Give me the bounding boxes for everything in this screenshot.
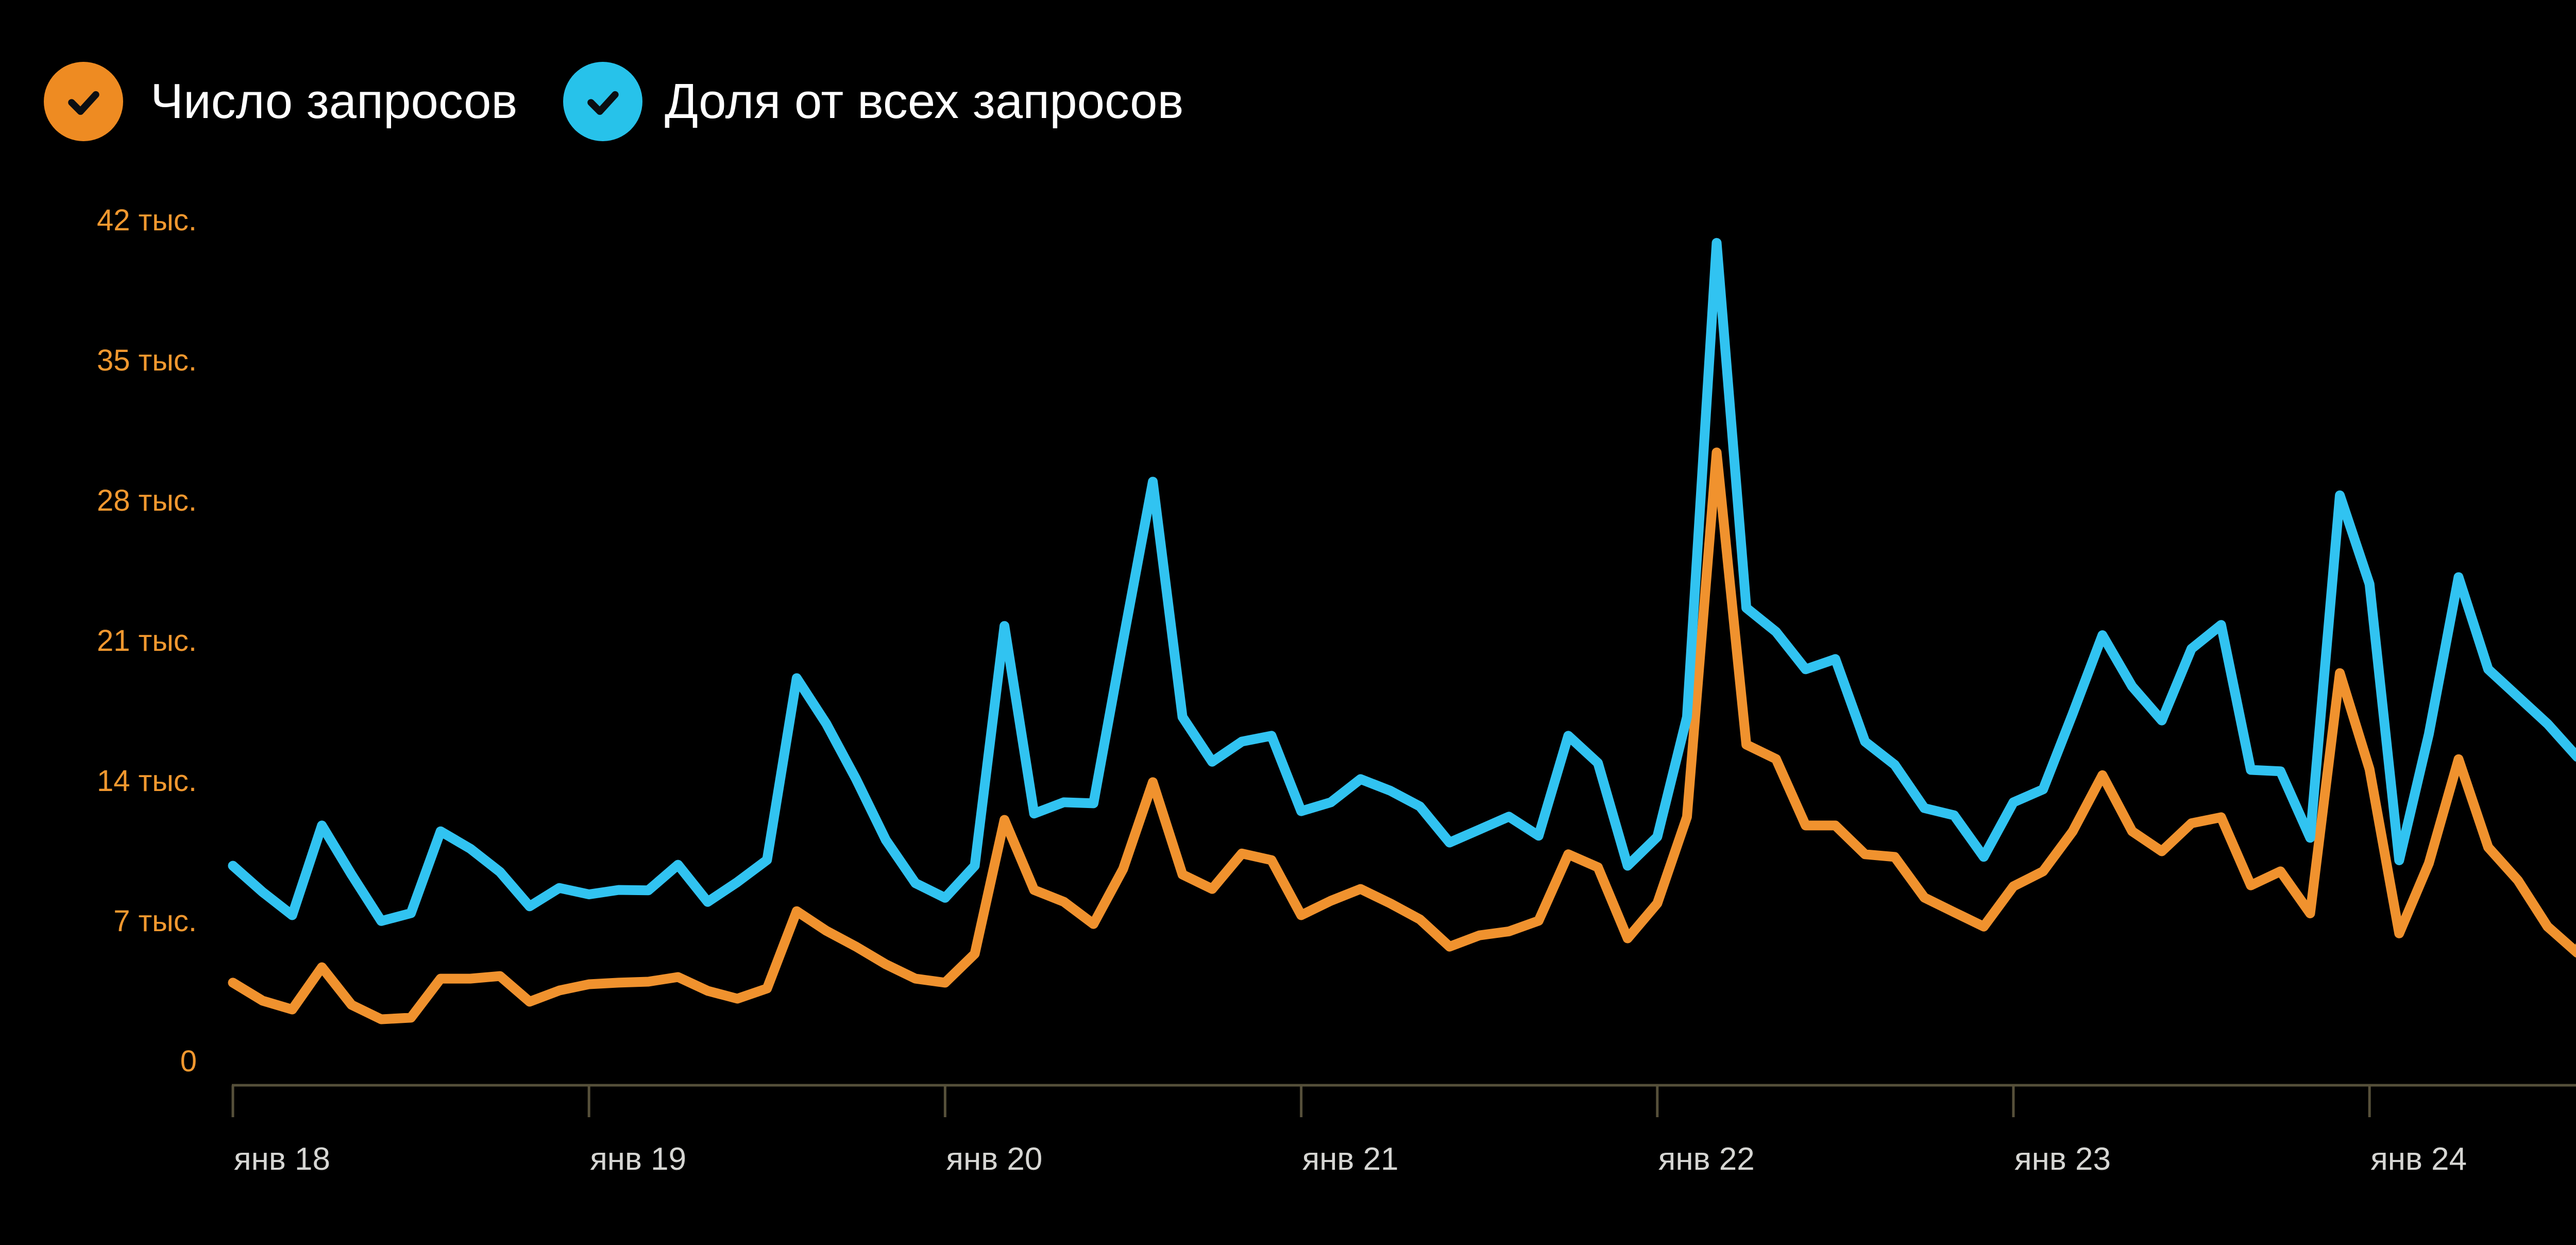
left-axis-tick-label: 21 тыс.	[97, 624, 197, 658]
series-line-share[interactable]	[228, 238, 2576, 926]
legend-label-query-count: Число запросов	[150, 74, 518, 129]
checkbox-checked-icon[interactable]	[563, 62, 642, 141]
left-axis-tick-label: 7 тыс.	[113, 904, 197, 938]
left-axis-tick-label: 28 тыс.	[97, 484, 197, 517]
x-axis-tick-label: янв 21	[1302, 1141, 1399, 1177]
left-axis-tick-label: 0	[180, 1045, 197, 1078]
checkmark-icon	[587, 91, 619, 115]
left-axis-tick-label: 14 тыс.	[97, 764, 197, 798]
x-axis-tick-label: янв 19	[590, 1141, 687, 1177]
x-axis-tick-label: янв 23	[2014, 1141, 2111, 1177]
legend-item-query-count[interactable]: Число запросов	[44, 62, 517, 141]
left-axis-tick-label: 42 тыс.	[97, 204, 197, 237]
series-line-query-count[interactable]	[228, 447, 2576, 1024]
checkbox-checked-icon[interactable]	[44, 62, 123, 141]
chart-legend: Число запросов Доля от всех запросов	[0, 0, 2576, 165]
x-axis-tick-label: янв 22	[1658, 1141, 1755, 1177]
x-axis-tick-label: янв 24	[2370, 1141, 2467, 1177]
checkmark-icon	[68, 91, 99, 115]
left-axis-tick-label: 35 тыс.	[97, 344, 197, 377]
legend-label-share: Доля от всех запросов	[665, 74, 1184, 129]
x-axis-tick-label: янв 18	[234, 1141, 330, 1177]
legend-item-share[interactable]: Доля от всех запросов	[563, 62, 1183, 141]
x-axis-tick-label: янв 20	[946, 1141, 1043, 1177]
